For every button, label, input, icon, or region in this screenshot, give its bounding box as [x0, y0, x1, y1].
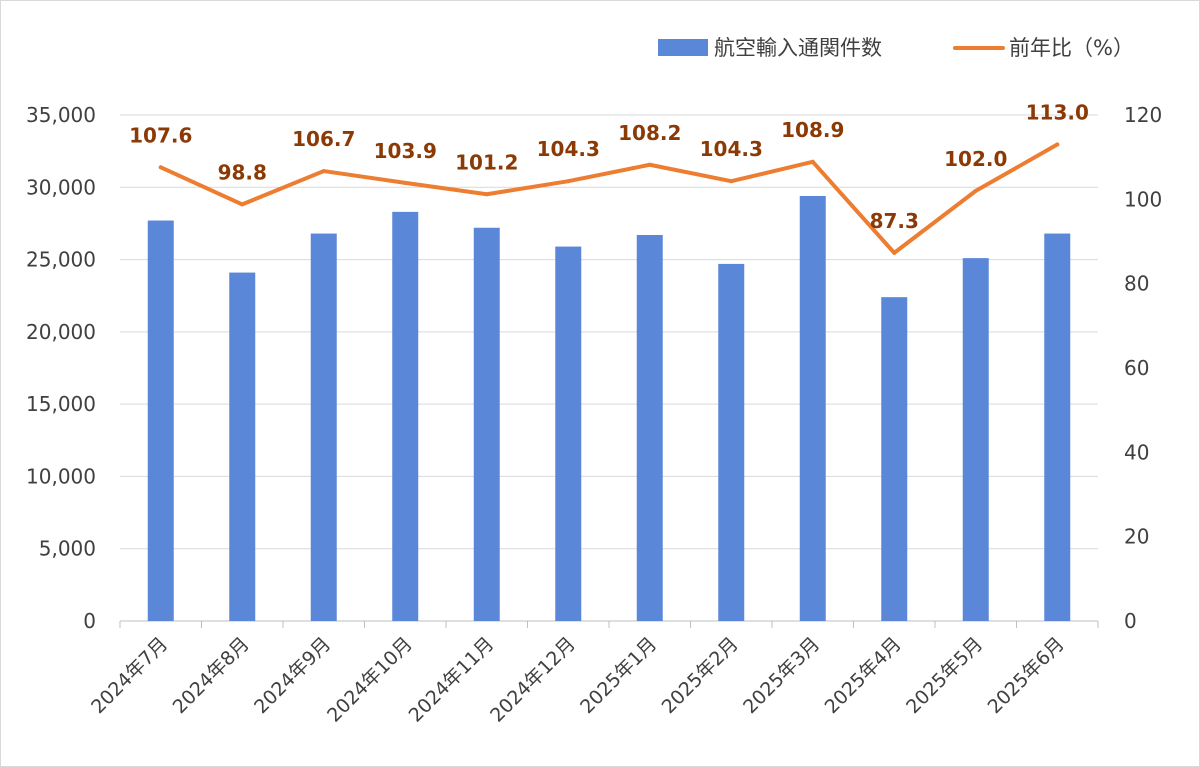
right-axis-tick-label: 60: [1124, 356, 1149, 380]
line-point: [484, 192, 489, 197]
data-label: 104.3: [537, 137, 600, 161]
bar-series: [147, 195, 1071, 621]
data-label: 104.3: [700, 137, 763, 161]
x-axis-tick-label: 2025年1月: [576, 633, 661, 718]
data-label: 108.9: [781, 118, 844, 142]
x-axis-tick-label: 2024年7月: [87, 633, 172, 718]
left-axis-ticks: 0 5,000 10,000 15,000 20,000 25,000 30,000 35,0…: [26, 103, 96, 633]
x-axis-tick-label: 2024年9月: [250, 633, 335, 718]
x-axis-tick-label: 2025年2月: [658, 633, 743, 718]
left-axis-tick-label: 5,000: [39, 537, 96, 561]
line-series: [158, 142, 1060, 255]
data-label: 113.0: [1026, 101, 1089, 125]
legend-bar-swatch: [658, 39, 708, 56]
right-axis-tick-label: 20: [1124, 525, 1149, 549]
left-axis-tick-label: 0: [83, 609, 96, 633]
left-axis-tick-label: 35,000: [26, 103, 96, 127]
line-point: [158, 165, 163, 170]
right-axis-tick-label: 0: [1124, 609, 1137, 633]
data-label: 101.2: [455, 150, 518, 174]
bar: [392, 211, 419, 621]
right-axis-ticks: 0 20 40 60 80 100 120: [1124, 103, 1162, 633]
line-point: [729, 179, 734, 184]
x-axis-ticks: 2024年7月2024年8月2024年9月2024年10月2024年11月202…: [87, 633, 1069, 727]
right-axis-tick-label: 80: [1124, 272, 1149, 296]
line-point: [403, 180, 408, 185]
line-point: [321, 169, 326, 174]
x-axis-tick-label: 2025年6月: [984, 633, 1069, 718]
data-label: 108.2: [618, 121, 681, 145]
bar: [962, 258, 989, 621]
left-axis-tick-label: 25,000: [26, 248, 96, 272]
line-point: [240, 202, 245, 207]
line-point: [1055, 142, 1060, 147]
bar: [147, 220, 174, 621]
line-data-labels: 107.6 98.8 106.7 103.9 101.2 104.3 108.2 104.3 1…: [129, 101, 1089, 233]
right-axis-tick-label: 120: [1124, 103, 1162, 127]
line-point: [810, 159, 815, 164]
bar: [718, 263, 745, 621]
x-axis-tick-label: 2025年4月: [821, 633, 906, 718]
bar: [473, 227, 500, 621]
right-axis-tick-label: 40: [1124, 440, 1149, 464]
x-axis-tick-label: 2024年11月: [405, 633, 499, 727]
x-axis-tick-label: 2024年12月: [486, 633, 580, 727]
left-axis-tick-label: 30,000: [26, 175, 96, 199]
bar: [555, 246, 582, 621]
legend-bar-label: 航空輸入通関件数: [714, 36, 882, 60]
bar: [310, 233, 337, 621]
data-label: 102.0: [944, 147, 1007, 171]
bar: [229, 272, 256, 621]
gridlines: [119, 114, 1099, 628]
bar: [1044, 233, 1071, 621]
line-point: [647, 162, 652, 167]
x-axis-tick-label: 2024年8月: [169, 633, 254, 718]
bar: [636, 234, 663, 621]
x-axis-tick-label: 2024年10月: [323, 633, 417, 727]
x-axis-tick-label: 2025年5月: [902, 633, 987, 718]
bar: [799, 195, 826, 621]
line-path: [158, 142, 1060, 255]
left-axis-tick-label: 10,000: [26, 464, 96, 488]
data-label: 106.7: [292, 127, 355, 151]
left-axis-tick-label: 20,000: [26, 320, 96, 344]
x-axis-tick-label: 2025年3月: [739, 633, 824, 718]
data-label: 98.8: [218, 160, 267, 184]
line-point: [566, 179, 571, 184]
right-axis-tick-label: 100: [1124, 187, 1162, 211]
left-axis-tick-label: 15,000: [26, 392, 96, 416]
legend: 航空輸入通関件数 前年比（%）: [658, 36, 1134, 60]
legend-line-label: 前年比（%）: [1009, 36, 1134, 60]
data-label: 103.9: [374, 139, 437, 163]
data-label: 107.6: [129, 123, 192, 147]
line-point: [892, 250, 897, 255]
line-point: [973, 188, 978, 193]
bar: [881, 297, 908, 621]
data-label: 87.3: [870, 209, 919, 233]
